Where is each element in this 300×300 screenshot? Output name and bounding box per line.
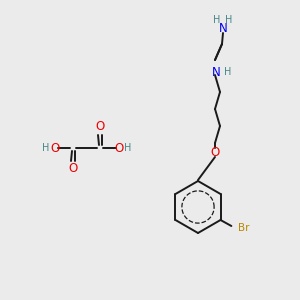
Text: H: H: [224, 67, 232, 77]
Text: O: O: [95, 121, 105, 134]
Text: H: H: [124, 143, 132, 153]
Text: Br: Br: [238, 223, 250, 233]
Text: H: H: [42, 143, 50, 153]
Text: O: O: [210, 146, 220, 158]
Text: O: O: [50, 142, 60, 154]
Text: N: N: [219, 22, 227, 34]
Text: N: N: [212, 65, 220, 79]
Text: H: H: [225, 15, 233, 25]
Text: H: H: [213, 15, 221, 25]
Text: O: O: [68, 163, 78, 176]
Text: O: O: [114, 142, 124, 154]
